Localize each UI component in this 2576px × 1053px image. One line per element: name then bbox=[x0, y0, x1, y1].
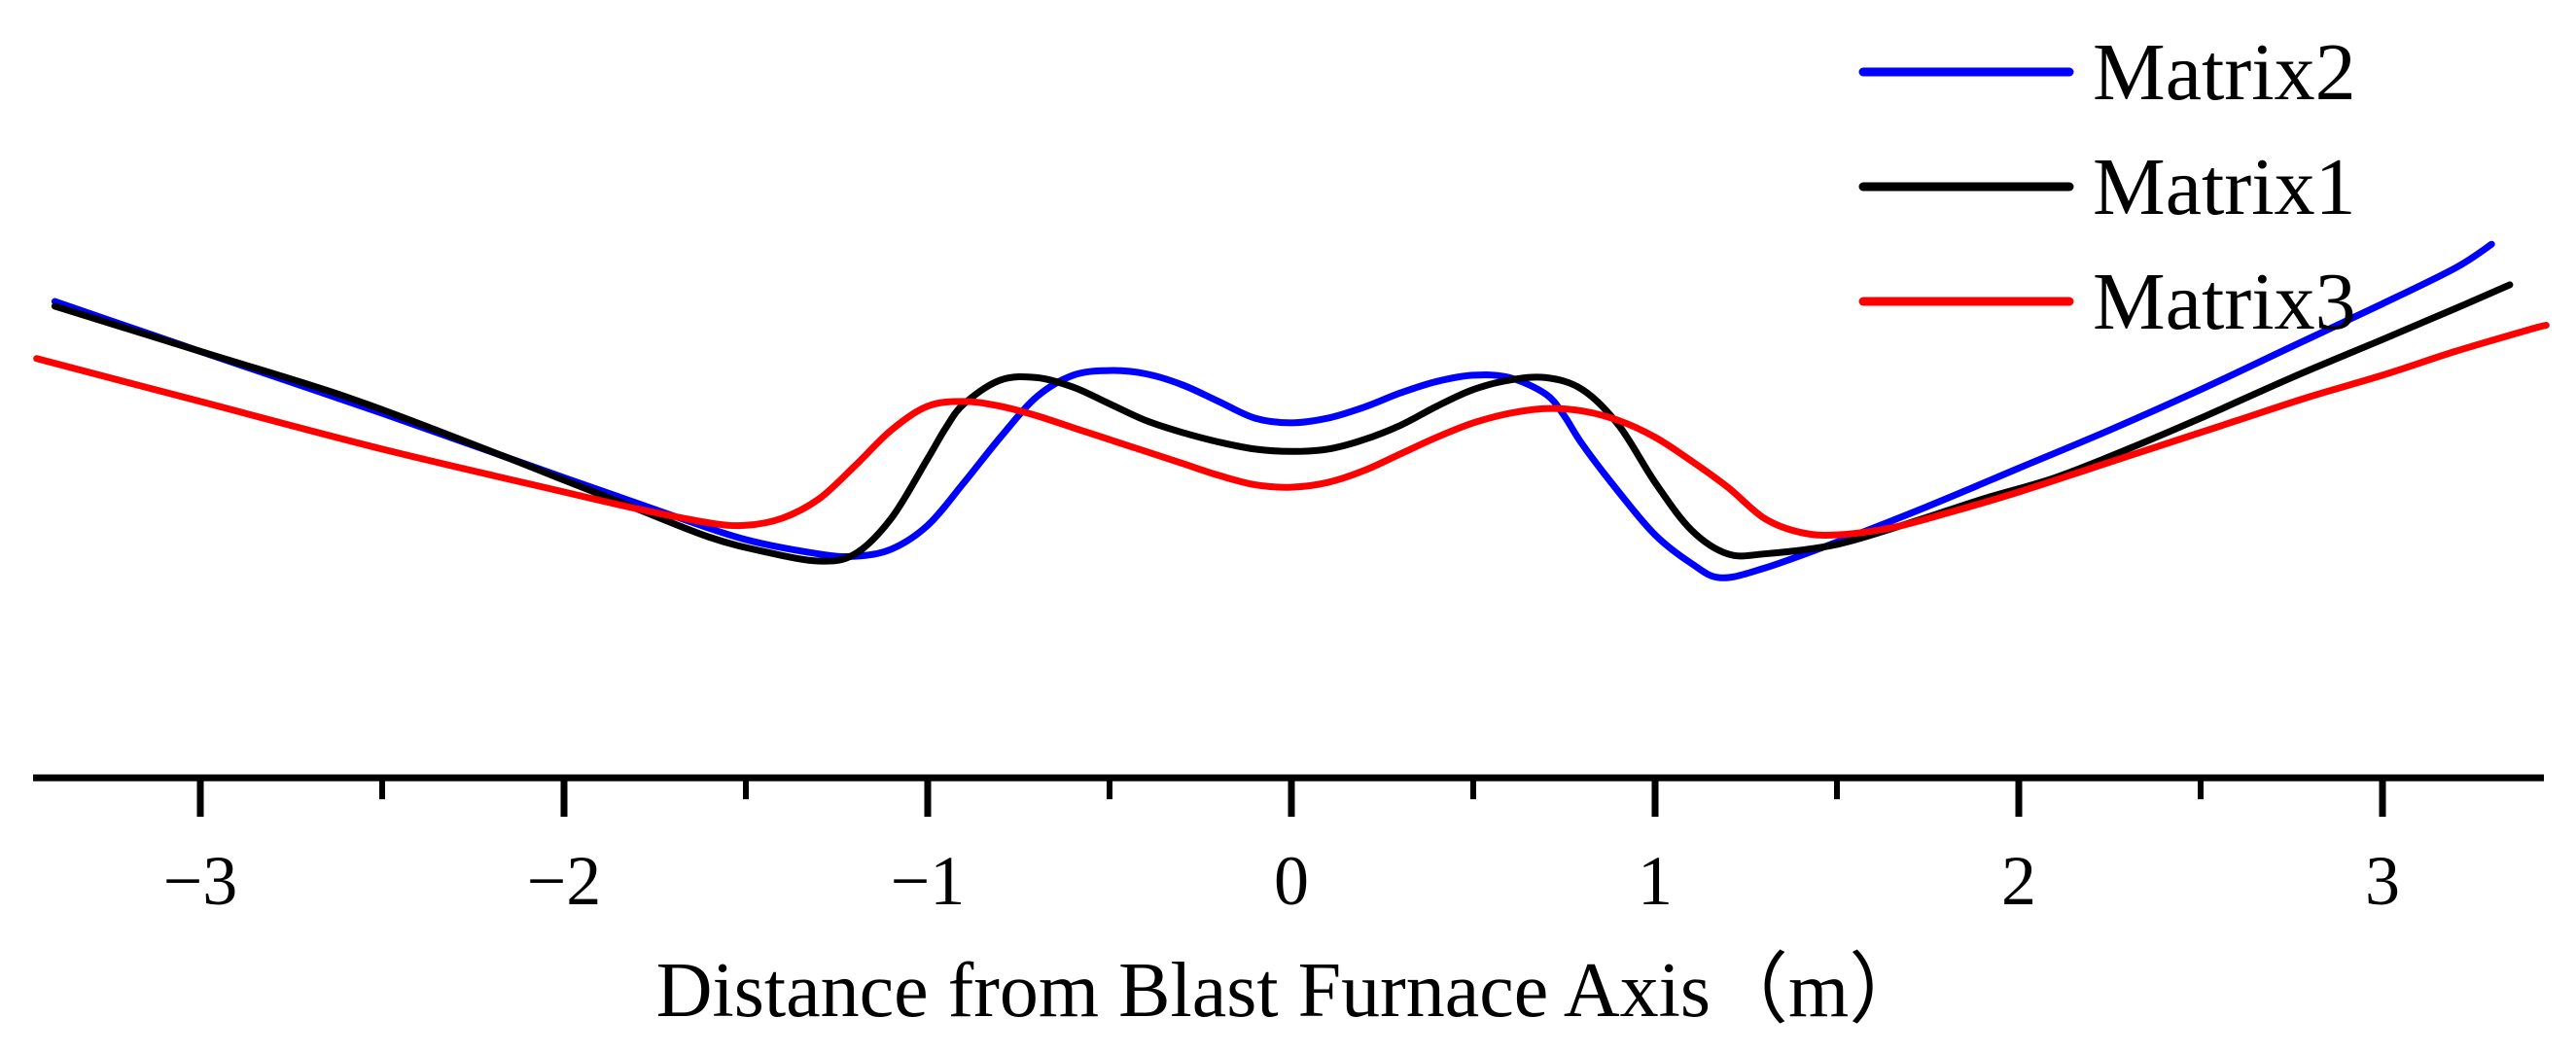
legend-item-matrix1: Matrix1 bbox=[1858, 142, 2356, 232]
legend-label: Matrix3 bbox=[2093, 257, 2356, 347]
x-tick-label: 0 bbox=[1274, 842, 1309, 920]
legend-label: Matrix1 bbox=[2093, 142, 2356, 232]
series-line-matrix3 bbox=[33, 322, 2550, 539]
x-axis: −3 −2 −1 0 1 2 3 bbox=[33, 774, 2544, 920]
legend-label: Matrix2 bbox=[2093, 27, 2356, 118]
x-tick-label: −3 bbox=[163, 842, 238, 920]
x-tick-label: 3 bbox=[2365, 842, 2400, 920]
x-tick-label: 2 bbox=[2001, 842, 2036, 920]
x-tick-label: −1 bbox=[891, 842, 966, 920]
legend: Matrix2 Matrix1 Matrix3 bbox=[1858, 27, 2356, 347]
series-line-matrix2 bbox=[51, 240, 2495, 581]
x-tick-label: 1 bbox=[1638, 842, 1673, 920]
legend-item-matrix2: Matrix2 bbox=[1858, 27, 2356, 118]
x-tick-label: −2 bbox=[527, 842, 602, 920]
x-axis-title: Distance from Blast Furnace Axis（m） bbox=[656, 948, 1926, 1034]
series-layer bbox=[33, 240, 2550, 581]
series-line-matrix1 bbox=[51, 281, 2514, 565]
legend-item-matrix3: Matrix3 bbox=[1858, 257, 2356, 347]
